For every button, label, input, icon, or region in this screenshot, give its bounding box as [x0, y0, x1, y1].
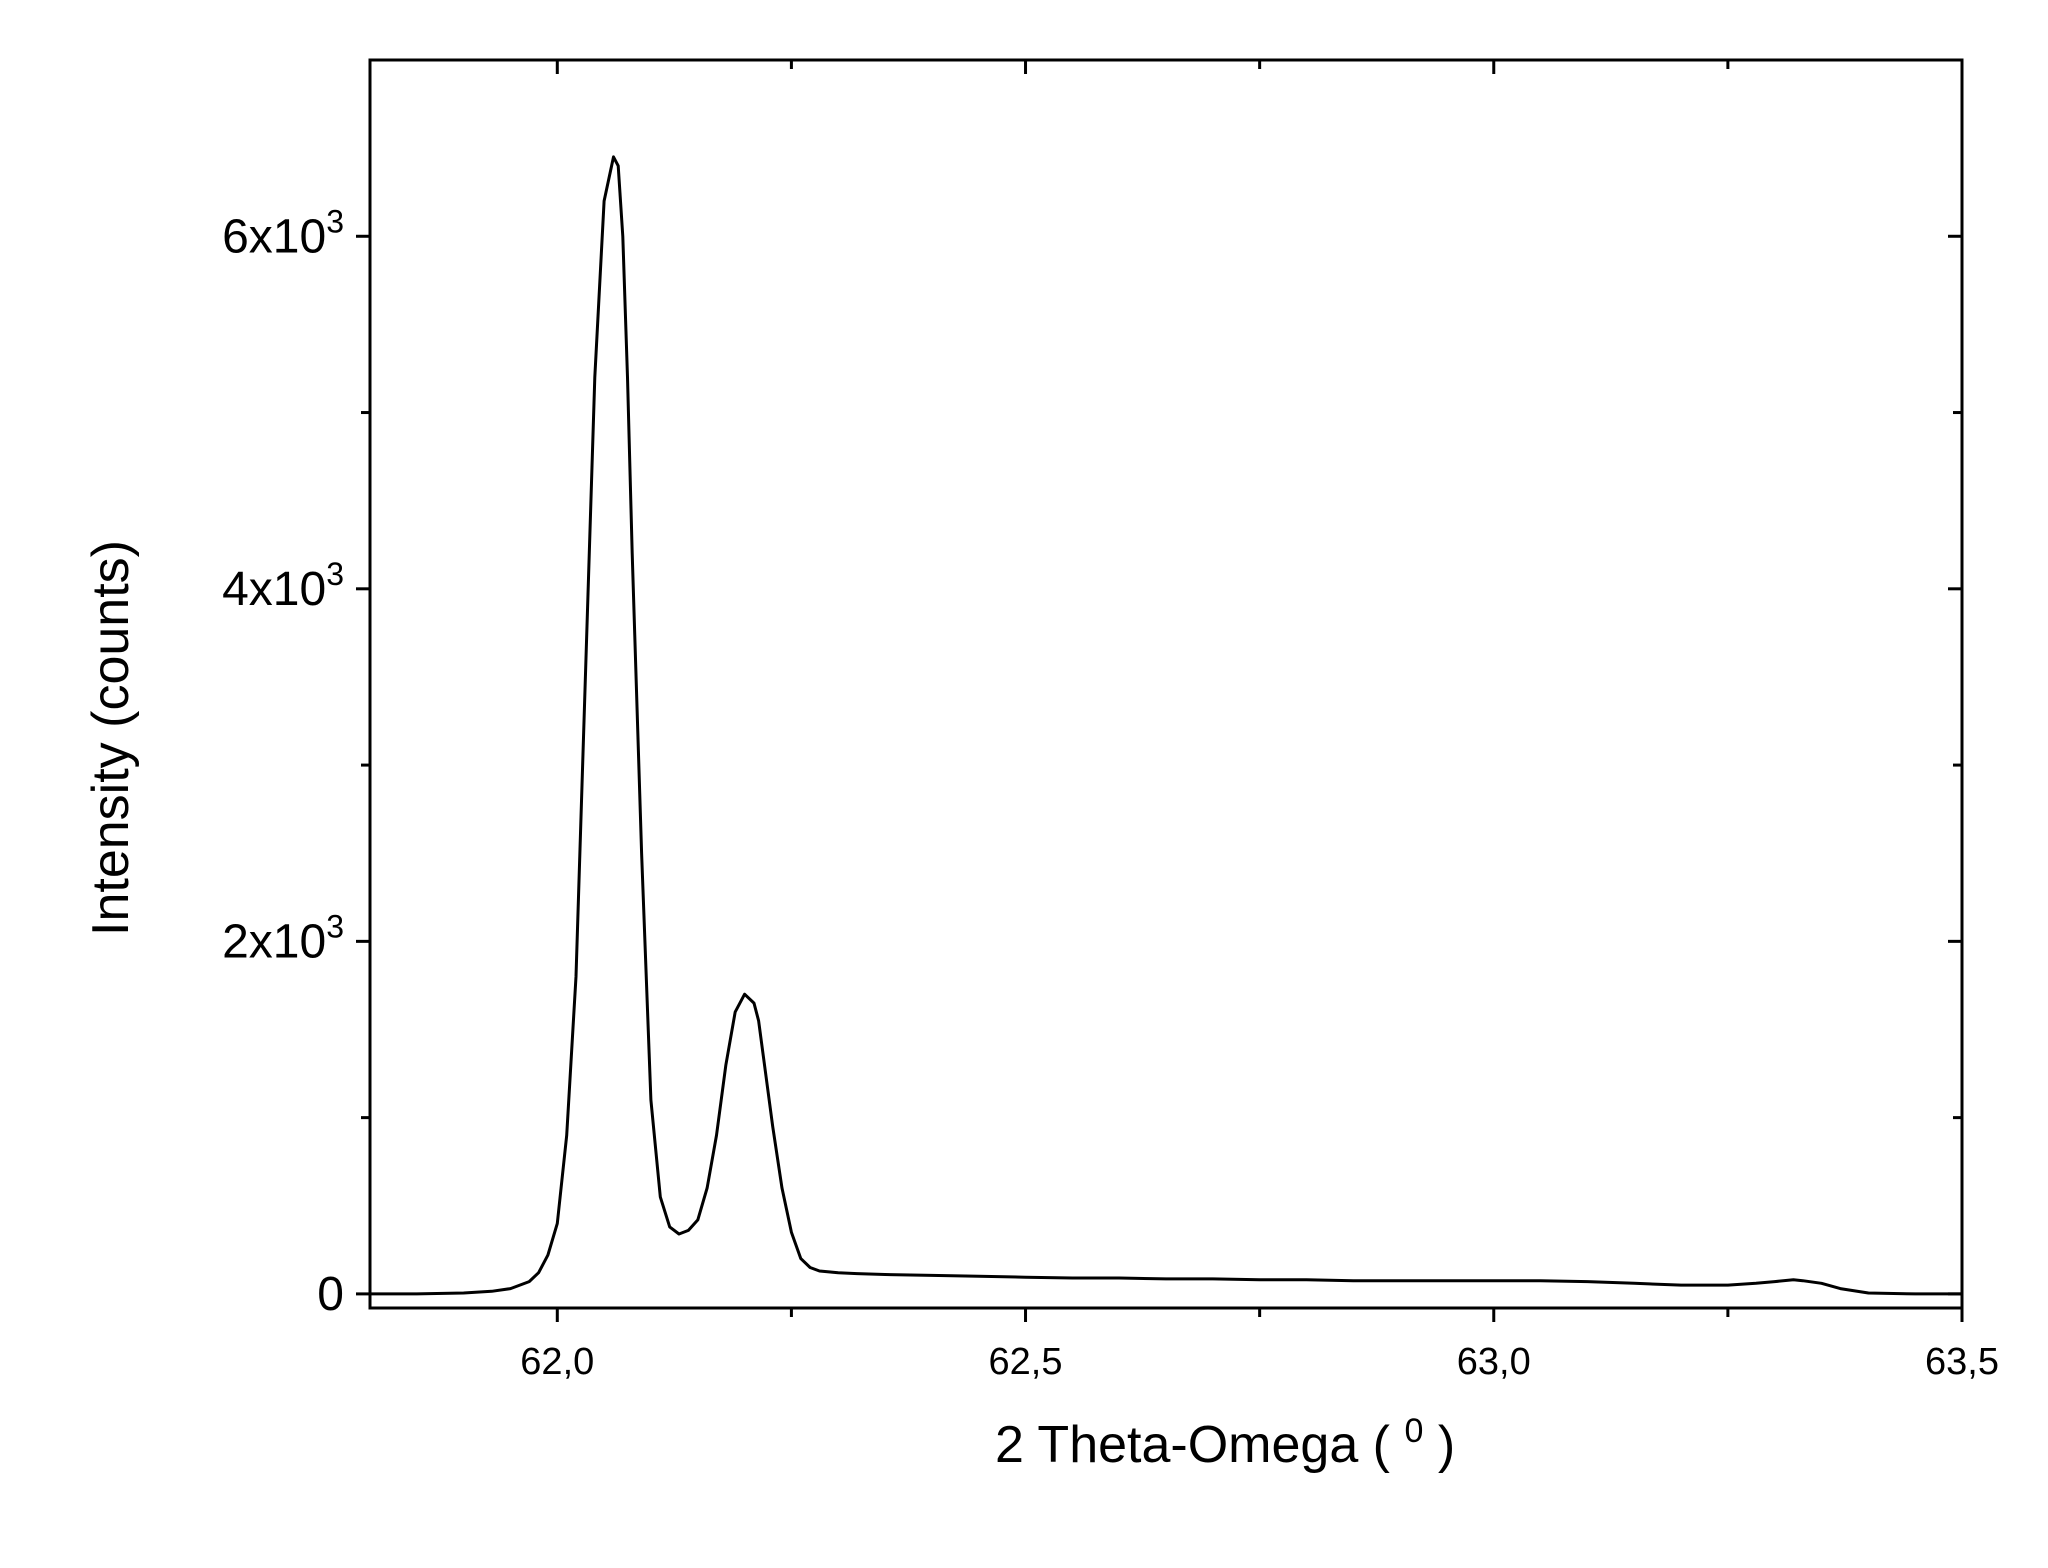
series-line-0	[370, 155, 1962, 1296]
axis-ticks	[356, 60, 1964, 1322]
axis-titles: 2 Theta-Omega ( 0 ) Intensity (counts)	[82, 540, 1455, 1474]
plot-frame	[368, 58, 1964, 1310]
plot-area	[368, 58, 1964, 1310]
x-tick-label: 62,5	[989, 1341, 1063, 1383]
x-axis-title-suffix: )	[1438, 1416, 1455, 1474]
x-axis-title-text: 2 Theta-Omega (	[995, 1416, 1391, 1474]
axis-tick-labels: 62,0 62,5 63,0 63,5 0 2x103 4x103 6x103	[222, 203, 1999, 1383]
x-tick-label: 62,0	[520, 1341, 594, 1383]
x-axis-title: 2 Theta-Omega ( 0 )	[995, 1396, 1455, 1474]
x-tick-label: 63,5	[1925, 1341, 1999, 1383]
y-axis-title: Intensity (counts)	[82, 540, 140, 936]
y-tick-label: 6x103	[222, 203, 344, 263]
y-tick-label: 0	[317, 1268, 344, 1321]
x-axis-title-superscript: 0	[1404, 1412, 1423, 1450]
y-tick-label: 2x103	[222, 908, 344, 968]
x-tick-label: 63,0	[1457, 1341, 1531, 1383]
y-tick-label: 4x103	[222, 556, 344, 616]
